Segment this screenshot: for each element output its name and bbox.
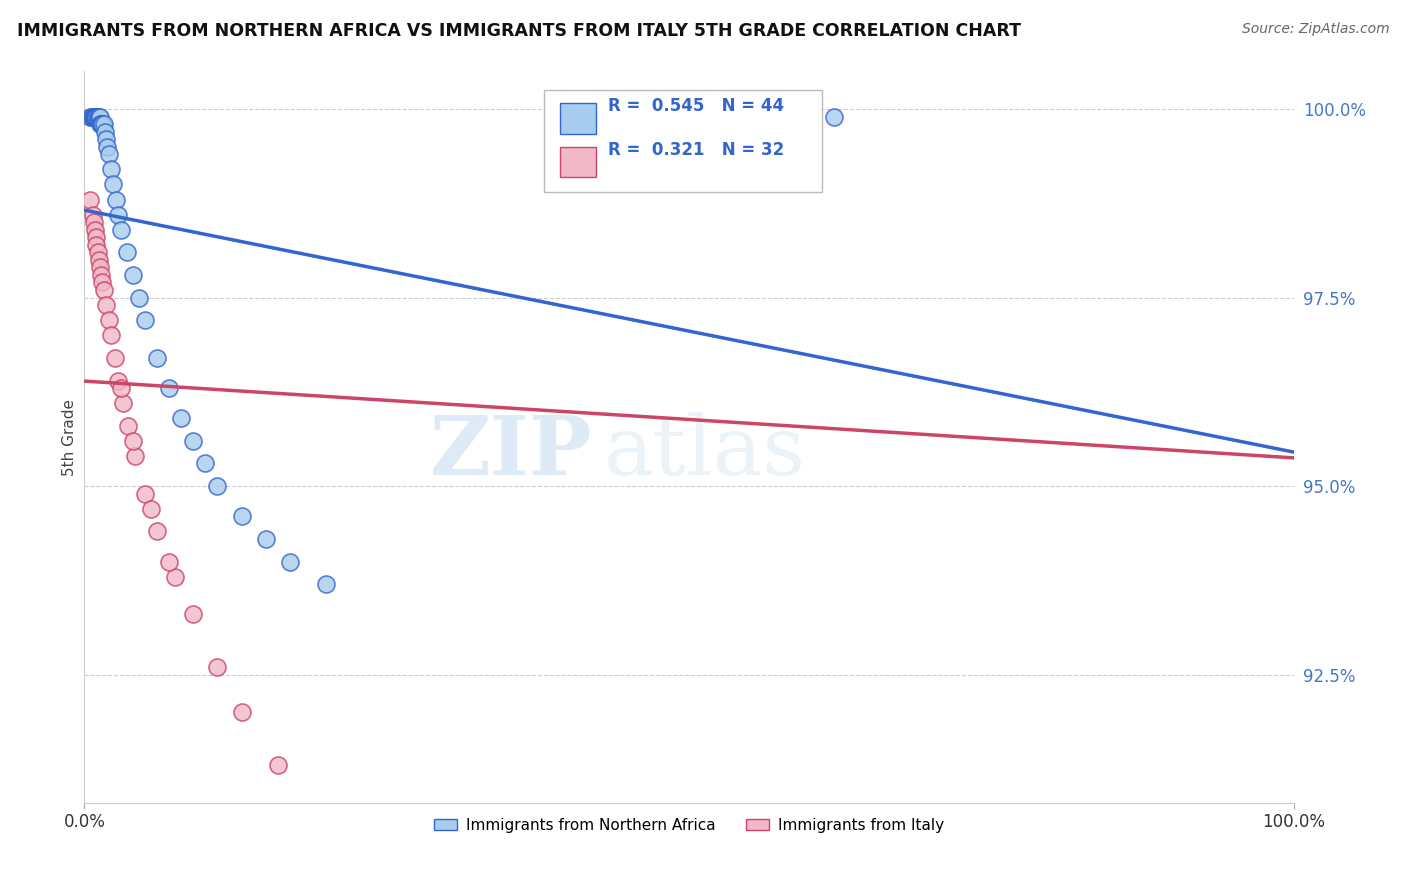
Point xyxy=(146,524,169,539)
Point xyxy=(107,208,129,222)
Point xyxy=(86,230,108,244)
FancyBboxPatch shape xyxy=(560,103,596,134)
Point xyxy=(94,125,117,139)
Point xyxy=(100,328,122,343)
Point xyxy=(315,577,337,591)
Point xyxy=(86,110,108,124)
Point xyxy=(207,660,229,674)
Point xyxy=(84,110,107,124)
FancyBboxPatch shape xyxy=(544,90,823,192)
Point xyxy=(115,245,138,260)
Point xyxy=(110,381,132,395)
Point xyxy=(104,193,127,207)
Point xyxy=(157,381,180,395)
Point xyxy=(96,140,118,154)
Point xyxy=(134,313,156,327)
Point xyxy=(86,245,108,260)
Text: Source: ZipAtlas.com: Source: ZipAtlas.com xyxy=(1241,22,1389,37)
Point xyxy=(86,110,108,124)
Point xyxy=(103,178,125,192)
Point xyxy=(181,607,204,622)
Point xyxy=(94,298,117,312)
Point xyxy=(90,268,112,282)
Point xyxy=(91,117,114,131)
Point xyxy=(79,193,101,207)
Point xyxy=(90,117,112,131)
Point xyxy=(128,291,150,305)
Point xyxy=(139,501,162,516)
Point xyxy=(117,418,139,433)
Point xyxy=(181,434,204,448)
Point xyxy=(82,110,104,124)
Point xyxy=(157,554,180,568)
Point xyxy=(97,147,120,161)
Point xyxy=(146,351,169,365)
Point xyxy=(194,457,217,471)
Point xyxy=(207,479,229,493)
Point xyxy=(83,110,105,124)
Point xyxy=(89,260,111,275)
Point xyxy=(165,569,187,583)
Point xyxy=(110,223,132,237)
Text: R =  0.321   N = 32: R = 0.321 N = 32 xyxy=(607,141,785,160)
Point xyxy=(124,449,146,463)
Point xyxy=(170,411,193,425)
Text: ZIP: ZIP xyxy=(430,412,592,491)
Point xyxy=(799,110,821,124)
Point xyxy=(91,276,114,290)
Point xyxy=(104,351,127,365)
Point xyxy=(86,110,108,124)
Point xyxy=(84,110,107,124)
Point xyxy=(87,252,110,267)
Point xyxy=(82,208,104,222)
Point xyxy=(231,706,253,720)
Point xyxy=(89,110,111,124)
FancyBboxPatch shape xyxy=(560,146,596,178)
Point xyxy=(107,374,129,388)
Point xyxy=(91,117,114,131)
Point xyxy=(823,110,845,124)
Point xyxy=(112,396,135,410)
Point xyxy=(121,434,143,448)
Point xyxy=(134,486,156,500)
Point xyxy=(97,313,120,327)
Point xyxy=(775,110,797,124)
Y-axis label: 5th Grade: 5th Grade xyxy=(62,399,77,475)
Point xyxy=(231,509,253,524)
Text: IMMIGRANTS FROM NORTHERN AFRICA VS IMMIGRANTS FROM ITALY 5TH GRADE CORRELATION C: IMMIGRANTS FROM NORTHERN AFRICA VS IMMIG… xyxy=(17,22,1021,40)
Point xyxy=(83,110,105,124)
Point xyxy=(121,268,143,282)
Point xyxy=(86,110,108,124)
Point xyxy=(93,283,115,297)
Point xyxy=(278,554,301,568)
Point xyxy=(83,215,105,229)
Point xyxy=(94,132,117,146)
Point xyxy=(254,532,277,546)
Point xyxy=(86,110,108,124)
Point xyxy=(87,110,110,124)
Point xyxy=(80,110,103,124)
Point xyxy=(86,237,108,252)
Text: atlas: atlas xyxy=(605,412,807,491)
Point xyxy=(79,110,101,124)
Point xyxy=(89,117,111,131)
Point xyxy=(93,117,115,131)
Point xyxy=(84,223,107,237)
Text: R =  0.545   N = 44: R = 0.545 N = 44 xyxy=(607,97,785,115)
Point xyxy=(267,758,290,772)
Legend: Immigrants from Northern Africa, Immigrants from Italy: Immigrants from Northern Africa, Immigra… xyxy=(427,812,950,839)
Point xyxy=(100,162,122,177)
